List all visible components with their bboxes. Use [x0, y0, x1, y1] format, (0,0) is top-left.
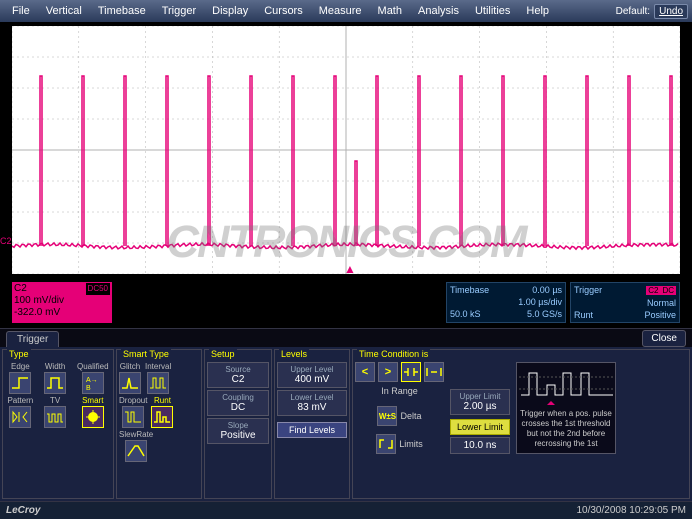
menu-utilities[interactable]: Utilities — [467, 5, 518, 17]
group-time-condition: Time Condition is < > In Range W±S Delta — [352, 349, 690, 499]
smart-slewrate-button[interactable] — [125, 440, 147, 462]
smart-interval-button[interactable] — [147, 372, 169, 394]
trigger-info-box[interactable]: Trigger C2DC Normal Runt Positive — [570, 282, 680, 323]
close-button[interactable]: Close — [642, 330, 686, 347]
smart-slewrate-label: SlewRate — [119, 430, 153, 439]
cond-ws-button[interactable]: W±S — [377, 406, 397, 426]
menu-display[interactable]: Display — [204, 5, 256, 17]
smart-runt-label: Runt — [154, 396, 171, 405]
group-levels-title: Levels — [279, 349, 309, 359]
type-tv-label: TV — [50, 396, 60, 405]
ch-id: C2 — [14, 283, 27, 295]
type-qualified-label: Qualified — [77, 362, 109, 371]
tg-ch-badge: C2 — [646, 286, 660, 295]
setup-slope-field[interactable]: SlopePositive — [207, 418, 269, 444]
cond-delta-label: Delta — [400, 411, 421, 421]
menu-math[interactable]: Math — [370, 5, 410, 17]
cond-lt-button[interactable]: < — [355, 362, 375, 382]
tab-trigger[interactable]: Trigger — [6, 331, 59, 347]
trigger-marker-icon: ▲ — [344, 262, 356, 276]
brand-label: LeCroy — [6, 505, 40, 516]
timebase-info-box[interactable]: Timebase 0.00 µs 1.00 µs/div 50.0 kS 5.0 G… — [446, 282, 566, 323]
menu-trigger[interactable]: Trigger — [154, 5, 204, 17]
type-pattern-button[interactable] — [9, 406, 31, 428]
ch-scale: 100 mV/div — [14, 295, 110, 307]
tb-rate: 5.0 GS/s — [527, 308, 562, 320]
smart-dropout-label: Dropout — [119, 396, 147, 405]
tb-title: Timebase — [450, 284, 489, 296]
cond-inrange-button[interactable] — [401, 362, 421, 382]
type-smart-button[interactable] — [82, 406, 104, 428]
menu-file[interactable]: File — [4, 5, 38, 17]
status-bar: LeCroy 10/30/2008 10:29:05 PM — [0, 501, 692, 519]
setup-coupling-field[interactable]: CouplingDC — [207, 390, 269, 416]
tb-ks: 50.0 kS — [450, 308, 481, 320]
group-type: Type Edge Width QualifiedA→B Pattern TV … — [2, 349, 114, 499]
svg-text:A→: A→ — [86, 377, 98, 384]
group-type-title: Type — [7, 349, 31, 359]
ch-offset: -322.0 mV — [14, 307, 110, 319]
ch-coupling-badge: DC50 — [86, 283, 110, 295]
type-qualified-button[interactable]: A→B — [82, 372, 104, 394]
menu-vertical[interactable]: Vertical — [38, 5, 90, 17]
menu-timebase[interactable]: Timebase — [90, 5, 154, 17]
svg-text:B: B — [86, 385, 91, 392]
tg-title: Trigger — [574, 284, 602, 297]
tb-pos: 0.00 µs — [532, 284, 562, 296]
cond-limits-button[interactable] — [376, 434, 396, 454]
cond-inrange-label: In Range — [381, 386, 418, 396]
type-width-label: Width — [45, 362, 65, 371]
trigger-preview: Trigger when a pos. pulse crosses the 1s… — [516, 362, 616, 454]
levels-upper-field[interactable]: Upper Level400 mV — [277, 362, 347, 388]
type-edge-label: Edge — [11, 362, 30, 371]
watermark-text: CNTRONICS.COM — [12, 216, 680, 268]
group-levels: Levels Upper Level400 mV Lower Level83 m… — [274, 349, 350, 499]
group-timecond-title: Time Condition is — [357, 349, 430, 359]
smart-runt-button[interactable] — [151, 406, 173, 428]
cond-limits-label: Limits — [399, 439, 423, 449]
menu-cursors[interactable]: Cursors — [256, 5, 311, 17]
type-tv-button[interactable] — [44, 406, 66, 428]
group-smart-type: Smart Type Glitch Interval Dropout Runt … — [116, 349, 202, 499]
levels-lower-field[interactable]: Lower Level83 mV — [277, 390, 347, 416]
smart-dropout-button[interactable] — [122, 406, 144, 428]
tb-div: 1.00 µs/div — [518, 296, 562, 308]
smart-glitch-button[interactable] — [119, 372, 141, 394]
waveform-display[interactable]: C2 CNTRONICS.COM ▲ — [12, 26, 680, 274]
find-levels-button[interactable]: Find Levels — [277, 422, 347, 438]
setup-source-field[interactable]: SourceC2 — [207, 362, 269, 388]
undo-button[interactable]: Undo — [654, 4, 688, 19]
tg-mode-badge: DC — [660, 286, 676, 295]
cond-outrange-button[interactable] — [424, 362, 444, 382]
preview-text: Trigger when a pos. pulse crosses the 1s… — [519, 409, 613, 449]
datetime-label: 10/30/2008 10:29:05 PM — [576, 505, 686, 516]
type-smart-label: Smart — [82, 396, 103, 405]
group-setup: Setup SourceC2 CouplingDC SlopePositive — [204, 349, 272, 499]
timecond-upper-field[interactable]: Upper Limit2.00 µs — [450, 389, 510, 415]
info-strip: C2 DC50 100 mV/div -322.0 mV Timebase 0.00… — [12, 282, 680, 323]
menu-measure[interactable]: Measure — [311, 5, 370, 17]
menu-analysis[interactable]: Analysis — [410, 5, 467, 17]
menu-bar: File Vertical Timebase Trigger Display C… — [0, 0, 692, 22]
tg-mode: Runt — [574, 309, 593, 321]
type-edge-button[interactable] — [9, 372, 31, 394]
type-pattern-label: Pattern — [7, 396, 33, 405]
tg-edge: Positive — [644, 309, 676, 321]
smart-glitch-label: Glitch — [120, 362, 140, 371]
tg-status: Normal — [647, 297, 676, 309]
channel-label: C2 — [0, 236, 12, 246]
timecond-lower-field[interactable]: 10.0 ns — [450, 437, 510, 454]
trigger-panel: Trigger Close Type Edge Width QualifiedA… — [0, 328, 692, 501]
group-setup-title: Setup — [209, 349, 237, 359]
channel-info-box[interactable]: C2 DC50 100 mV/div -322.0 mV — [12, 282, 112, 323]
type-width-button[interactable] — [44, 372, 66, 394]
group-smart-title: Smart Type — [121, 349, 171, 359]
menu-help[interactable]: Help — [518, 5, 557, 17]
default-label: Default: — [616, 6, 650, 17]
smart-interval-label: Interval — [145, 362, 171, 371]
timecond-lowerlimit-button[interactable]: Lower Limit — [450, 419, 510, 435]
cond-gt-button[interactable]: > — [378, 362, 398, 382]
